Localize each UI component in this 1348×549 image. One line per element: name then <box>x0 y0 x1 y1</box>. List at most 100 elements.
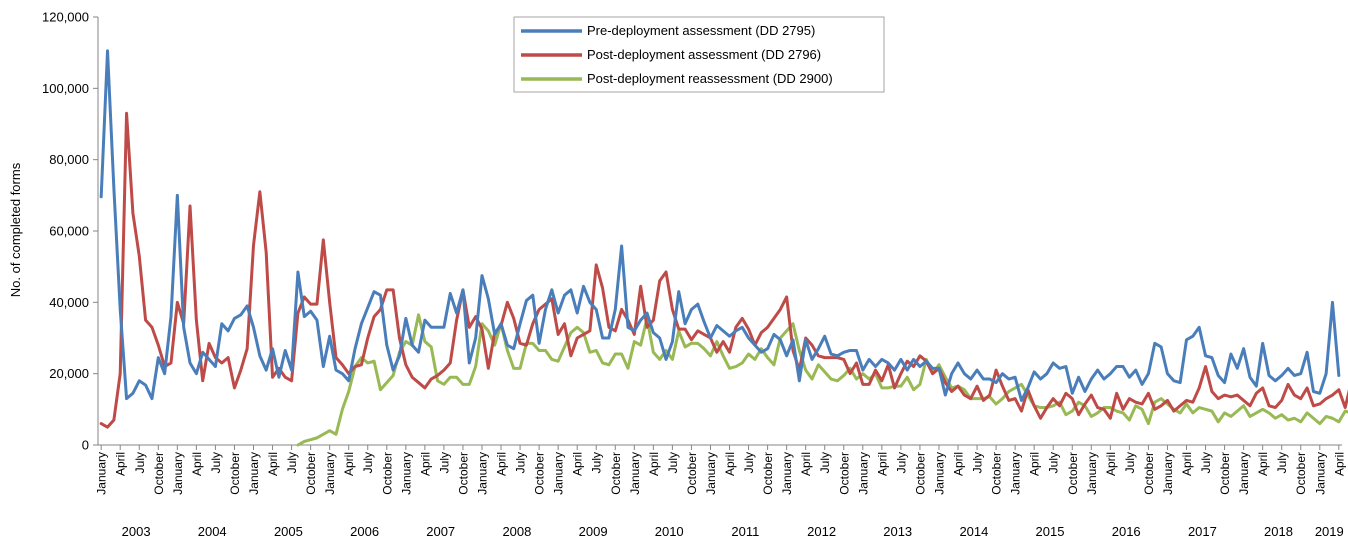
x-tick-label: January <box>323 452 337 495</box>
x-tick-label: January <box>1237 452 1251 495</box>
x-tick-label: January <box>1313 452 1327 495</box>
x-tick-label: April <box>190 452 204 476</box>
x-tick-label: January <box>95 452 109 495</box>
x-tick-label: April <box>342 452 356 476</box>
x-tick-label: October <box>761 452 775 495</box>
x-tick-label: October <box>380 452 394 495</box>
x-tick-label: January <box>856 452 870 495</box>
legend-label-pre-deployment: Pre-deployment assessment (DD 2795) <box>587 23 815 38</box>
year-label: 2017 <box>1188 524 1217 539</box>
x-tick-label: July <box>133 452 147 473</box>
year-label: 2015 <box>1036 524 1065 539</box>
y-tick-label: 60,000 <box>49 224 89 239</box>
x-tick-label: October <box>990 452 1004 495</box>
y-tick-label: 120,000 <box>42 10 89 25</box>
series-line-pre-deployment-assessment-dd-2795 <box>99 49 1341 402</box>
y-axis-ticks: 0 20,000 40,000 60,000 80,000 100,000 120,000 <box>42 10 98 453</box>
x-tick-label: July <box>514 452 528 473</box>
x-tick-label: October <box>837 452 851 495</box>
x-tick-label: January <box>1161 452 1175 495</box>
year-label: 2005 <box>274 524 303 539</box>
x-tick-label: January <box>704 452 718 495</box>
year-label: 2007 <box>426 524 455 539</box>
year-label: 2004 <box>198 524 227 539</box>
x-tick-label: October <box>304 452 318 495</box>
x-tick-label: April <box>1332 452 1346 476</box>
series-line-post-deployment-reassessment-dd-2900 <box>296 313 1348 447</box>
year-label: 2014 <box>959 524 988 539</box>
x-tick-label: April <box>1256 452 1270 476</box>
y-tick-label: 80,000 <box>49 152 89 167</box>
x-tick-label: April <box>952 452 966 476</box>
year-label: 2018 <box>1264 524 1293 539</box>
legend-label-post-deployment: Post-deployment assessment (DD 2796) <box>587 47 821 62</box>
x-tick-label: July <box>894 452 908 473</box>
year-label: 2003 <box>122 524 151 539</box>
x-tick-label: January <box>933 452 947 495</box>
x-tick-label: January <box>1009 452 1023 495</box>
y-tick-label: 20,000 <box>49 366 89 381</box>
year-label: 2010 <box>655 524 684 539</box>
x-tick-label: July <box>285 452 299 473</box>
x-tick-label: July <box>1123 452 1137 473</box>
x-axis-ticks: January April July October January April July O… <box>95 445 1346 539</box>
x-tick-label: April <box>875 452 889 476</box>
x-tick-label: January <box>628 452 642 495</box>
x-tick-label: October <box>685 452 699 495</box>
year-label: 2011 <box>731 524 759 539</box>
x-tick-label: January <box>1085 452 1099 495</box>
x-tick-label: October <box>1294 452 1308 495</box>
year-label: 2013 <box>883 524 912 539</box>
x-tick-label: January <box>247 452 261 495</box>
year-label: 2008 <box>502 524 531 539</box>
y-tick-label: 40,000 <box>49 295 89 310</box>
x-tick-label: October <box>1142 452 1156 495</box>
x-tick-label: January <box>399 452 413 495</box>
x-tick-label: July <box>818 452 832 473</box>
y-axis-title: No. of completed forms <box>8 162 23 297</box>
x-tick-label: April <box>723 452 737 476</box>
y-tick-label: 0 <box>82 438 89 453</box>
x-tick-label: July <box>1275 452 1289 473</box>
x-tick-label: January <box>476 452 490 495</box>
x-tick-label: January <box>552 452 566 495</box>
x-tick-label: July <box>209 452 223 473</box>
x-tick-label: April <box>495 452 509 476</box>
x-tick-label: April <box>1028 452 1042 476</box>
x-tick-label: July <box>590 452 604 473</box>
x-tick-label: January <box>780 452 794 495</box>
series-lines <box>99 49 1348 447</box>
x-tick-label: April <box>114 452 128 476</box>
x-tick-label: April <box>1180 452 1194 476</box>
x-tick-label: October <box>609 452 623 495</box>
x-tick-label: April <box>266 452 280 476</box>
x-tick-label: April <box>647 452 661 476</box>
x-tick-label: April <box>571 452 585 476</box>
x-tick-label: October <box>228 452 242 495</box>
x-tick-label: April <box>1104 452 1118 476</box>
legend-label-post-deployment-reassessment: Post-deployment reassessment (DD 2900) <box>587 71 833 86</box>
year-label: 2012 <box>807 524 836 539</box>
x-tick-label: January <box>171 452 185 495</box>
x-tick-label: July <box>666 452 680 473</box>
y-tick-label: 100,000 <box>42 81 89 96</box>
year-label: 2006 <box>350 524 379 539</box>
x-tick-label: October <box>152 452 166 495</box>
year-label: 2009 <box>579 524 608 539</box>
year-label: 2019 <box>1315 524 1344 539</box>
series-line-post-deployment-assessment-dd-2796 <box>99 111 1348 429</box>
x-tick-label: July <box>971 452 985 473</box>
x-tick-label: July <box>361 452 375 473</box>
year-label: 2016 <box>1112 524 1141 539</box>
x-tick-label: October <box>533 452 547 495</box>
x-tick-label: October <box>456 452 470 495</box>
legend: Pre-deployment assessment (DD 2795) Post… <box>513 16 885 93</box>
x-tick-label: October <box>1218 452 1232 495</box>
x-tick-label: October <box>1066 452 1080 495</box>
x-tick-label: July <box>1047 452 1061 473</box>
x-tick-label: July <box>742 452 756 473</box>
x-tick-label: July <box>1199 452 1213 473</box>
x-tick-label: April <box>418 452 432 476</box>
